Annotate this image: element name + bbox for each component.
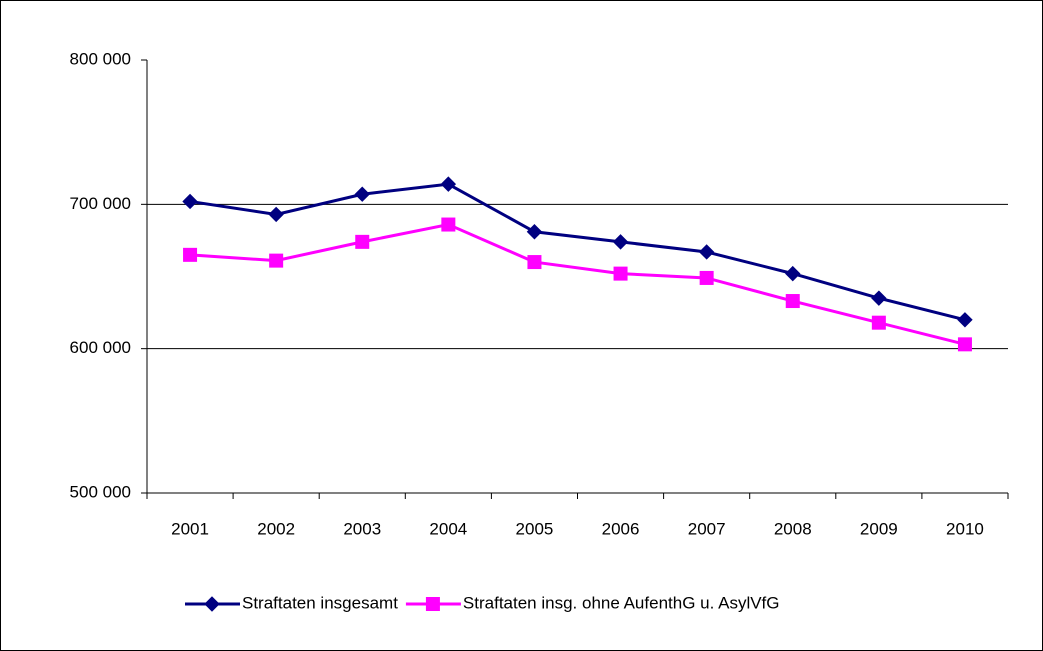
y-tick-label: 500 000 xyxy=(70,482,131,501)
marker xyxy=(425,597,440,611)
marker xyxy=(957,312,973,328)
marker xyxy=(355,234,370,249)
marker xyxy=(957,337,972,352)
marker xyxy=(526,224,543,240)
marker xyxy=(785,265,801,282)
legend-label: Straftaten insg. ohne AufenthG u. AsylVf… xyxy=(463,593,780,612)
x-tick-label: 2004 xyxy=(429,519,467,538)
legend-label: Straftaten insgesamt xyxy=(242,593,398,612)
x-tick-label: 2010 xyxy=(946,519,984,538)
x-tick-label: 2006 xyxy=(602,519,640,538)
marker xyxy=(354,186,370,202)
series-line xyxy=(189,182,966,322)
marker xyxy=(698,244,715,260)
marker xyxy=(612,234,629,250)
y-tick-label: 800 000 xyxy=(70,49,131,68)
marker xyxy=(269,253,284,268)
marker xyxy=(268,206,284,223)
marker xyxy=(613,266,628,281)
marker xyxy=(699,270,714,285)
marker xyxy=(204,596,220,612)
marker xyxy=(871,315,886,330)
x-tick-label: 2008 xyxy=(774,519,812,538)
x-tick-label: 2003 xyxy=(343,519,381,538)
marker xyxy=(182,193,198,210)
marker xyxy=(527,255,542,270)
marker xyxy=(183,247,198,262)
x-tick-label: 2005 xyxy=(516,519,554,538)
marker xyxy=(440,176,457,192)
marker xyxy=(441,217,456,232)
x-tick-label: 2007 xyxy=(688,519,726,538)
x-tick-label: 2001 xyxy=(171,519,209,538)
x-tick-label: 2009 xyxy=(860,519,898,538)
marker xyxy=(871,290,887,306)
y-tick-label: 600 000 xyxy=(70,338,131,357)
x-tick-label: 2002 xyxy=(257,519,295,538)
marker xyxy=(785,294,800,309)
y-tick-label: 700 000 xyxy=(70,194,131,213)
series-line xyxy=(189,222,966,346)
